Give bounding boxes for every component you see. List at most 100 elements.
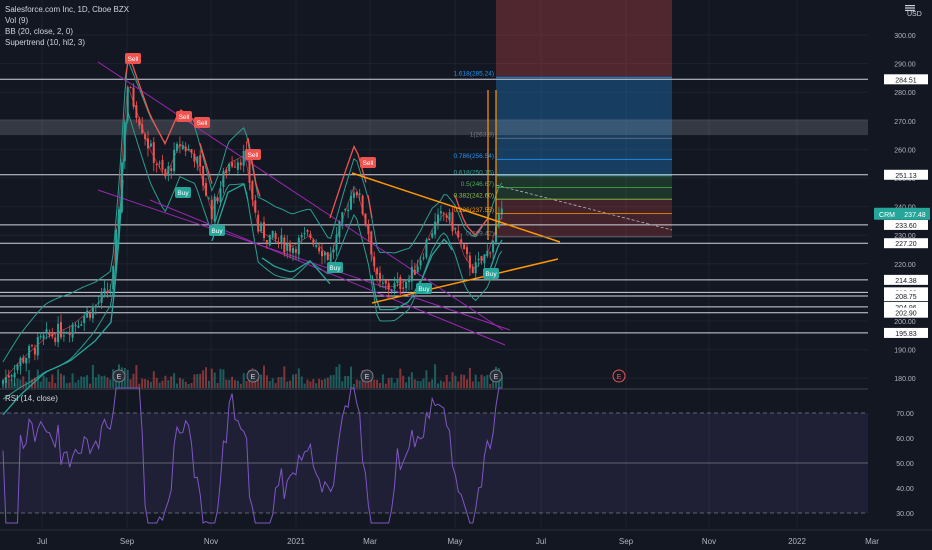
candle-body bbox=[57, 323, 60, 343]
menu-icon[interactable] bbox=[905, 4, 915, 13]
candle-body bbox=[216, 197, 219, 202]
volume-bar bbox=[22, 376, 25, 388]
volume-bar bbox=[207, 380, 210, 388]
candle-body bbox=[77, 325, 80, 328]
volume-bar bbox=[170, 376, 173, 388]
candle-body bbox=[71, 324, 74, 338]
candle-body bbox=[419, 260, 422, 266]
volume-bar bbox=[312, 379, 315, 388]
rsi-legend[interactable]: RSI (14, close) bbox=[5, 394, 58, 403]
candle-body bbox=[471, 266, 474, 274]
level-tag-bg bbox=[884, 290, 928, 301]
triangle-lower bbox=[371, 258, 559, 304]
projection-dashed bbox=[495, 184, 673, 231]
time-axis-bg bbox=[0, 530, 932, 550]
candle-body bbox=[405, 281, 408, 289]
candle-body bbox=[22, 357, 25, 363]
signal-badge bbox=[176, 111, 192, 122]
volume-bar bbox=[242, 373, 245, 388]
volume-bar bbox=[152, 371, 155, 388]
level-tag: 195.83 bbox=[884, 327, 928, 338]
candle-body bbox=[234, 166, 236, 168]
earnings-circle bbox=[246, 369, 260, 383]
candle-body bbox=[358, 193, 361, 195]
indicator-volume[interactable]: Vol (9) bbox=[5, 16, 29, 25]
volume-bar bbox=[297, 368, 300, 388]
candle-body bbox=[480, 255, 483, 261]
supertrend-signals: Sell Sell Sell Sell Sell Buy Buy Buy Buy Buy bbox=[125, 53, 499, 294]
signal-label: Sell bbox=[197, 120, 208, 127]
candle-body bbox=[25, 357, 28, 364]
volume-bar bbox=[126, 369, 129, 388]
signal-badge bbox=[483, 268, 499, 279]
signal-label: Sell bbox=[248, 152, 259, 159]
volume-bar bbox=[321, 379, 323, 388]
candle-body bbox=[36, 336, 39, 356]
bollinger-bands bbox=[2, 59, 503, 400]
level-tag-bg bbox=[884, 327, 928, 338]
candle-body bbox=[152, 142, 155, 163]
volume-bar bbox=[10, 379, 13, 388]
candle-body bbox=[361, 195, 364, 215]
volume-bar bbox=[477, 381, 480, 388]
candle-body bbox=[309, 233, 312, 238]
level-tag-label: 284.51 bbox=[895, 77, 917, 84]
volume-bar bbox=[83, 376, 86, 388]
candle-body bbox=[277, 241, 280, 243]
time-tick-label: Mar bbox=[865, 537, 879, 546]
candle-body bbox=[364, 213, 367, 225]
volume-bar bbox=[381, 374, 384, 388]
candle-body bbox=[4, 377, 7, 384]
candle-body bbox=[280, 235, 283, 244]
volume-bar bbox=[109, 379, 112, 388]
currency-label[interactable]: USD bbox=[907, 11, 922, 18]
fib-label: 0.382(242.60) bbox=[454, 193, 494, 200]
candle-body bbox=[422, 257, 425, 259]
symbol-title[interactable]: Salesforce.com Inc, 1D, Cboe BZX bbox=[5, 5, 130, 14]
candle-body bbox=[283, 237, 286, 253]
candle-body bbox=[135, 105, 138, 119]
candle-body bbox=[155, 163, 158, 165]
candle-body bbox=[492, 240, 495, 253]
volume-bar bbox=[86, 375, 89, 388]
volume-bar bbox=[396, 378, 399, 388]
volume-bar bbox=[187, 383, 190, 388]
volume-bar bbox=[173, 373, 176, 388]
candle-body bbox=[176, 143, 178, 151]
volume-bar bbox=[468, 367, 471, 388]
volume-bar bbox=[231, 376, 234, 388]
earnings-circle bbox=[360, 369, 374, 383]
candle-body bbox=[326, 252, 329, 260]
current-price-tag: CRM 237.48 bbox=[874, 207, 930, 220]
volume-bar bbox=[222, 369, 225, 388]
candle-body bbox=[115, 229, 118, 266]
volume-bar bbox=[234, 380, 236, 388]
signal-badge bbox=[327, 262, 343, 273]
candle-body bbox=[207, 198, 210, 200]
indicator-bollinger[interactable]: BB (20, close, 2, 0) bbox=[5, 27, 74, 36]
time-tick-label: Nov bbox=[702, 537, 716, 546]
volume-bar bbox=[483, 376, 486, 388]
candle-body bbox=[149, 143, 152, 147]
candle-body bbox=[303, 232, 306, 234]
volume-bar bbox=[54, 383, 57, 388]
candle-body bbox=[167, 166, 170, 176]
signal-badge bbox=[416, 283, 432, 294]
time-tick-label: Mar bbox=[363, 537, 377, 546]
fib-label: 1(263.9) bbox=[470, 132, 494, 139]
candle-body bbox=[2, 380, 4, 384]
price-tick-label: 190.00 bbox=[894, 348, 916, 355]
candle-body bbox=[300, 235, 303, 238]
time-tick-label: Sep bbox=[619, 537, 634, 546]
level-tag-label: 214.38 bbox=[895, 278, 917, 285]
indicator-supertrend[interactable]: Supertrend (10, hl2, 3) bbox=[5, 38, 86, 47]
level-tag: 233.60 bbox=[884, 219, 928, 230]
price-tick-label: 290.00 bbox=[894, 62, 916, 69]
candle-body bbox=[425, 239, 428, 258]
volume-bar bbox=[358, 380, 361, 388]
candle-body bbox=[65, 332, 68, 334]
volume-bar bbox=[178, 377, 181, 388]
candle-body bbox=[86, 310, 89, 318]
